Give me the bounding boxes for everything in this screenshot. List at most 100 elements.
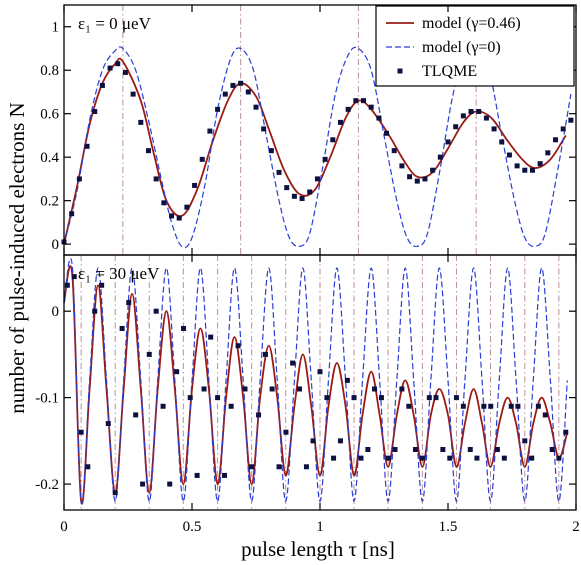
- tlqme-marker: [433, 395, 439, 401]
- tlqme-marker: [222, 472, 228, 478]
- tlqme-marker: [126, 300, 132, 306]
- tlqme-marker: [372, 386, 378, 392]
- tlqme-marker: [437, 154, 443, 160]
- tlqme-marker: [297, 386, 303, 392]
- tlqme-marker: [174, 369, 180, 375]
- tlqme-marker: [391, 148, 397, 154]
- tlqme-marker: [563, 429, 569, 435]
- tlqme-marker: [522, 167, 528, 173]
- x-tick-label: 1.5: [439, 519, 458, 535]
- tlqme-marker: [92, 109, 98, 115]
- legend-label: model (γ=0): [422, 39, 501, 56]
- tlqme-marker: [476, 109, 482, 115]
- tlqme-marker: [228, 403, 234, 409]
- tlqme-marker: [385, 455, 391, 461]
- tlqme-marker: [351, 395, 357, 401]
- tlqme-marker: [549, 446, 555, 452]
- tlqme-marker: [568, 117, 574, 123]
- tlqme-marker: [447, 455, 453, 461]
- tlqme-marker: [290, 360, 296, 366]
- tlqme-marker: [314, 176, 320, 182]
- tlqme-marker: [491, 126, 497, 132]
- x-tick-label: 0.5: [183, 519, 202, 535]
- tlqme-marker: [345, 106, 351, 112]
- tlqme-marker: [310, 438, 316, 444]
- tlqme-marker: [414, 178, 420, 184]
- tlqme-marker: [467, 446, 473, 452]
- tlqme-marker: [235, 343, 241, 349]
- tlqme-marker: [167, 481, 173, 487]
- tlqme-marker: [488, 403, 494, 409]
- legend: model (γ=0.46) model (γ=0) TLQME: [375, 5, 575, 87]
- tlqme-marker: [112, 490, 118, 496]
- tlqme-marker: [153, 308, 159, 314]
- tlqme-marker: [453, 124, 459, 130]
- tlqme-marker: [133, 412, 139, 418]
- tlqme-marker: [105, 421, 111, 427]
- tlqme-marker: [249, 464, 255, 470]
- tlqme-marker: [426, 395, 432, 401]
- tlqme-marker: [242, 386, 248, 392]
- tlqme-marker: [138, 119, 144, 125]
- tlqme-marker: [365, 446, 371, 452]
- tlqme-marker: [145, 148, 151, 154]
- tlqme-marker: [399, 163, 405, 169]
- tlqme-marker: [378, 395, 384, 401]
- tlqme-marker: [337, 438, 343, 444]
- y-tick-label: 0.8: [40, 63, 59, 79]
- legend-label: TLQME: [422, 63, 477, 80]
- tlqme-marker: [307, 189, 313, 195]
- tlqme-marker: [419, 455, 425, 461]
- tlqme-marker: [84, 143, 90, 149]
- tlqme-marker: [376, 115, 382, 121]
- tlqme-marker: [115, 61, 121, 67]
- tlqme-marker: [276, 464, 282, 470]
- tlqme-marker: [262, 351, 268, 357]
- tlqme-marker: [146, 351, 152, 357]
- tlqme-marker: [556, 455, 562, 461]
- tlqme-marker: [361, 98, 367, 104]
- y-tick-label: 0.2: [40, 194, 59, 210]
- tlqme-marker: [422, 176, 428, 182]
- tlqme-marker: [412, 446, 418, 452]
- tlqme-marker: [192, 182, 198, 188]
- legend-swatch-tlqme: [397, 68, 403, 74]
- tlqme-marker: [153, 176, 159, 182]
- x-tick-label: 1: [316, 519, 324, 535]
- tlqme-marker: [215, 106, 221, 112]
- tlqme-marker: [453, 395, 459, 401]
- y-tick-label: -0.1: [35, 391, 59, 407]
- tlqme-marker: [407, 174, 413, 180]
- tlqme-marker: [176, 215, 182, 221]
- tlqme-marker: [268, 148, 274, 154]
- tlqme-marker: [514, 163, 520, 169]
- y-tick-label: 0: [52, 304, 60, 320]
- x-tick-label: 0: [60, 519, 68, 535]
- tlqme-marker: [337, 119, 343, 125]
- tlqme-marker: [199, 156, 205, 162]
- tlqme-marker: [201, 386, 207, 392]
- tlqme-marker: [291, 193, 297, 199]
- model-zero-line: [63, 257, 568, 505]
- tlqme-marker: [92, 308, 98, 314]
- tlqme-marker: [245, 89, 251, 95]
- tlqme-marker: [208, 334, 214, 340]
- tlqme-marker: [99, 82, 105, 88]
- tlqme-marker: [207, 128, 213, 134]
- tlqme-marker: [324, 395, 330, 401]
- tlqme-marker: [368, 104, 374, 110]
- tlqme-marker: [71, 274, 77, 280]
- y-axis-title: number of pulse-induced electrons N: [5, 102, 29, 413]
- tlqme-marker: [468, 109, 474, 115]
- tlqme-marker: [481, 403, 487, 409]
- tlqme-marker: [169, 213, 175, 219]
- tlqme-marker: [269, 386, 275, 392]
- tlqme-marker: [276, 169, 282, 175]
- tlqme-marker: [537, 161, 543, 167]
- tlqme-marker: [522, 438, 528, 444]
- tlqme-marker: [384, 130, 390, 136]
- tlqme-marker: [64, 282, 70, 288]
- x-axis: 0 0.5 1 1.5 2: [60, 5, 580, 535]
- tlqme-marker: [406, 403, 412, 409]
- tlqme-marker: [353, 98, 359, 104]
